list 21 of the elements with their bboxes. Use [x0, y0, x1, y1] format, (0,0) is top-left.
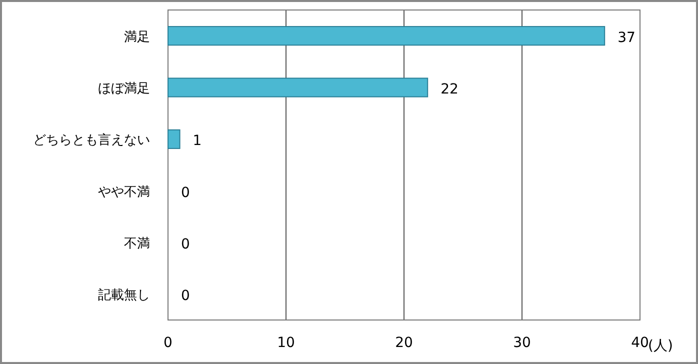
- bar: [168, 78, 428, 98]
- x-tick-label: 40: [631, 335, 649, 351]
- x-axis-title: (人): [648, 338, 673, 354]
- y-tick-label: やや不満: [98, 184, 150, 200]
- y-tick-label: ほぼ満足: [98, 82, 150, 96]
- x-tick-label: 0: [164, 335, 172, 351]
- bar: [168, 26, 606, 46]
- x-tick-label: 30: [513, 335, 531, 351]
- data-label: 22: [440, 82, 458, 98]
- bar: [168, 129, 180, 149]
- y-tick-label: 満足: [124, 30, 150, 45]
- y-tick-label: どちらとも言えない: [33, 132, 150, 148]
- x-tick-label: 10: [277, 335, 295, 351]
- y-tick-label: 記載無し: [98, 288, 150, 304]
- data-label: 37: [618, 30, 636, 46]
- y-tick-label: 不満: [124, 236, 150, 252]
- data-label: 1: [192, 133, 202, 150]
- data-label: 0: [181, 184, 190, 201]
- x-tick-label: 20: [395, 335, 413, 351]
- data-label: 0: [181, 236, 190, 252]
- data-label: 0: [181, 288, 190, 304]
